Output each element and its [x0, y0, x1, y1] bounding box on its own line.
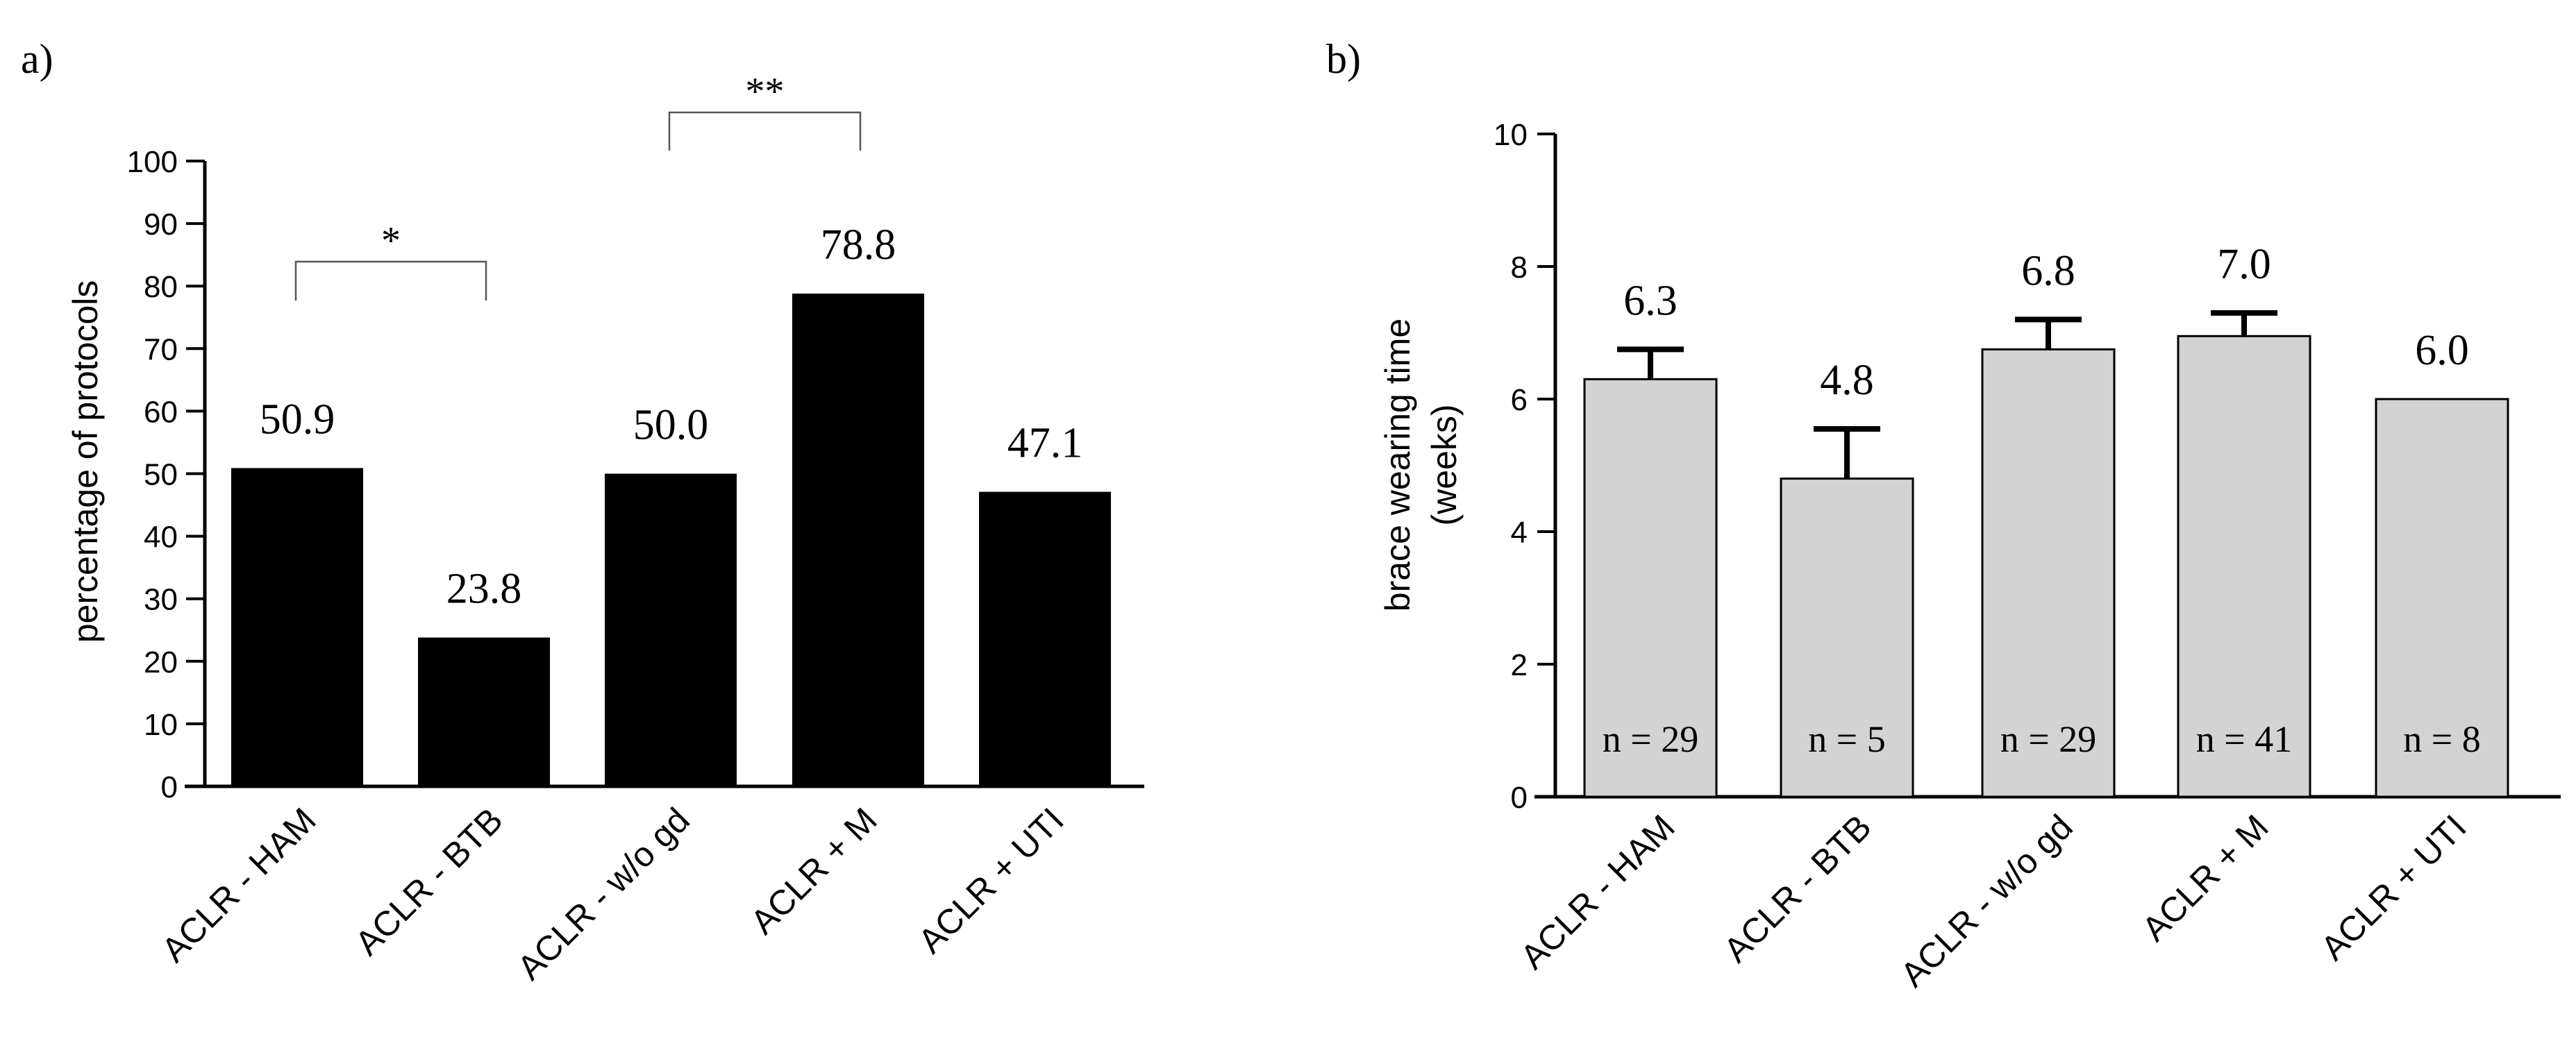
panel-a-x-tick-label: ACLR + M [743, 800, 885, 942]
panel-b-n-label: n = 8 [2403, 718, 2480, 760]
panel-a-y-tick-label: 20 [144, 645, 178, 679]
panel-b-label: b) [1326, 36, 1361, 82]
panel-a-bar-2 [418, 637, 550, 786]
panel-a-y-tick-label: 40 [144, 521, 178, 555]
panel-a-bar-5 [979, 491, 1111, 786]
panel-a-label: a) [21, 36, 53, 82]
panel-a-y-tick-label: 70 [144, 332, 178, 366]
panel-a-y-tick-label: 100 [127, 145, 178, 179]
panel-a: a) percentage of protocols 0 10 20 30 40 50 60… [21, 36, 1144, 988]
panel-b-value-label: 6.8 [2021, 247, 2075, 294]
panel-b-n-label: n = 29 [1603, 718, 1698, 760]
panel-a-y-tick-label: 60 [144, 395, 178, 429]
panel-b-value-label: 7.0 [2217, 241, 2271, 288]
panel-a-significance-bracket [294, 260, 487, 301]
panel-b-bar-3 [1981, 348, 2116, 798]
panel-b-y-ticks: 0 2 4 6 8 10 [1494, 118, 1555, 815]
panel-a-y-tick-label: 0 [161, 770, 178, 804]
panel-a-y-tick-label: 30 [144, 583, 178, 617]
panel-a-bar-3 [605, 473, 737, 786]
panel-a-value-label: 23.8 [446, 566, 522, 613]
panel-a-bars [231, 294, 1111, 787]
panel-b-y-tick-label: 8 [1511, 251, 1528, 285]
panel-a-y-tick-label: 10 [144, 708, 178, 742]
panel-a-value-label: 50.9 [260, 396, 335, 443]
panel-b-bar-2 [1780, 477, 1914, 798]
panel-b-y-tick-label: 6 [1511, 383, 1528, 417]
panel-b: b) brace wearing time (weeks) 0 2 4 6 8 10 6.… [1326, 36, 2561, 995]
panel-a-significance: *** [294, 70, 862, 301]
panel-b-x-tick-labels: ACLR - HAM ACLR - BTB ACLR - w/o gd ACLR + … [1513, 807, 2474, 994]
panel-b-y-tick-label: 4 [1511, 516, 1528, 550]
panel-a-value-label: 47.1 [1007, 420, 1083, 467]
panel-b-bar-5 [2375, 398, 2509, 798]
panel-b-y-axis-title-line2: (weeks) [1425, 404, 1464, 525]
panel-b-bars [1583, 335, 2509, 798]
panel-a-bar-4 [792, 294, 924, 787]
panel-b-value-label: 6.3 [1623, 277, 1678, 324]
panel-b-x-tick-label: ACLR - HAM [1513, 807, 1682, 977]
panel-b-n-label: n = 41 [2196, 718, 2292, 760]
panel-a-y-ticks: 0 10 20 30 40 50 60 70 80 90 100 [127, 145, 205, 804]
panel-b-bar-1 [1583, 378, 1718, 798]
panel-b-x-tick-label: ACLR - w/o gd [1893, 807, 2080, 994]
panel-b-x-tick-label: ACLR - BTB [1716, 807, 1879, 970]
panel-b-y-axis-title-line1: brace wearing time [1378, 319, 1417, 611]
panel-a-significance-bracket [668, 111, 862, 151]
panel-b-value-label: 6.0 [2415, 327, 2469, 374]
panel-b-x-tick-label: ACLR + UTI [2314, 807, 2474, 967]
panel-a-y-tick-label: 90 [144, 208, 178, 242]
panel-a-x-tick-label: ACLR - HAM [154, 800, 324, 970]
panel-b-value-labels: 6.3 4.8 6.8 7.0 6.0 [1623, 241, 2469, 404]
panel-b-n-label: n = 29 [2000, 718, 2096, 760]
panel-b-y-tick-label: 0 [1511, 781, 1528, 815]
panel-a-x-tick-label: ACLR - BTB [348, 800, 510, 963]
panel-a-value-label: 50.0 [633, 402, 709, 449]
panel-b-x-tick-label: ACLR + M [2134, 807, 2276, 949]
panel-a-value-label: 78.8 [821, 221, 896, 269]
panel-a-x-tick-label: ACLR - w/o gd [510, 800, 696, 987]
panel-a-value-labels: 50.9 23.8 50.0 78.8 47.1 [260, 221, 1083, 613]
panel-a-y-tick-label: 50 [144, 458, 178, 492]
panel-b-n-labels: n = 29 n = 5 n = 29 n = 41 n = 8 [1603, 718, 2481, 760]
panel-b-value-label: 4.8 [1820, 357, 1874, 404]
panel-a-significance-marker: ** [746, 70, 785, 113]
panel-a-x-tick-labels: ACLR - HAM ACLR - BTB ACLR - w/o gd ACLR + … [154, 800, 1071, 987]
panel-a-significance-marker: * [381, 219, 401, 262]
panel-b-bar-4 [2177, 335, 2311, 798]
panel-b-error-bars [1617, 310, 2277, 479]
panel-b-y-tick-label: 10 [1494, 118, 1528, 152]
panel-a-bar-1 [231, 468, 363, 786]
panel-b-y-tick-label: 2 [1511, 648, 1528, 682]
panel-a-y-axis-title: percentage of protocols [66, 280, 105, 643]
panel-b-n-label: n = 5 [1808, 718, 1885, 760]
panel-a-x-tick-label: ACLR + UTI [911, 800, 1071, 961]
panel-a-y-tick-label: 80 [144, 270, 178, 304]
